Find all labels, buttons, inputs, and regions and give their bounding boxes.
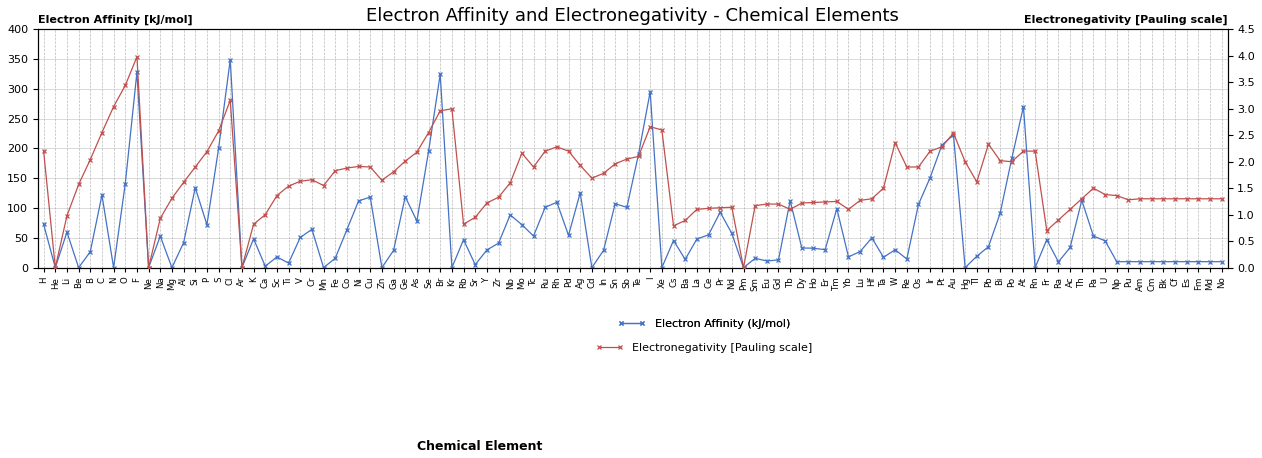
- Electronegativity [Pauling scale]: [130, 54, 145, 60]
- Line: Electronegativity [Pauling scale]: Electronegativity [Pauling scale]: [42, 55, 1224, 270]
- Electron Affinity (kJ/mol): [596, 248, 611, 253]
- Electronegativity [Pauling scale]: [981, 142, 996, 147]
- Electronegativity [Pauling scale]: [316, 183, 331, 188]
- Electron Affinity (kJ/mol): [1214, 259, 1229, 264]
- Legend: Electron Affinity (kJ/mol): Electron Affinity (kJ/mol): [618, 319, 790, 329]
- Electronegativity [Pauling scale]: [596, 171, 611, 176]
- Legend: Electronegativity [Pauling scale]: Electronegativity [Pauling scale]: [596, 343, 813, 353]
- Title: Electron Affinity and Electronegativity - Chemical Elements: Electron Affinity and Electronegativity …: [366, 7, 899, 25]
- Electronegativity [Pauling scale]: [37, 148, 52, 154]
- Electronegativity [Pauling scale]: [281, 183, 297, 189]
- Electron Affinity (kJ/mol): [887, 247, 902, 252]
- Text: Chemical Element: Chemical Element: [416, 441, 543, 453]
- Electron Affinity (kJ/mol): [1074, 197, 1089, 203]
- Electron Affinity (kJ/mol): [37, 222, 52, 227]
- Electronegativity [Pauling scale]: [1074, 196, 1089, 202]
- Electronegativity [Pauling scale]: [887, 140, 902, 145]
- Text: Electron Affinity [kJ/mol]: Electron Affinity [kJ/mol]: [38, 14, 192, 25]
- Line: Electron Affinity (kJ/mol): Electron Affinity (kJ/mol): [42, 57, 1224, 270]
- Electron Affinity (kJ/mol): [981, 244, 996, 250]
- Text: Electronegativity [Pauling scale]: Electronegativity [Pauling scale]: [1023, 14, 1228, 25]
- Electron Affinity (kJ/mol): [222, 57, 237, 62]
- Electron Affinity (kJ/mol): [281, 260, 297, 266]
- Electronegativity [Pauling scale]: [1214, 196, 1229, 202]
- Electronegativity [Pauling scale]: [48, 265, 63, 270]
- Electron Affinity (kJ/mol): [316, 265, 331, 270]
- Electron Affinity (kJ/mol): [48, 265, 63, 270]
